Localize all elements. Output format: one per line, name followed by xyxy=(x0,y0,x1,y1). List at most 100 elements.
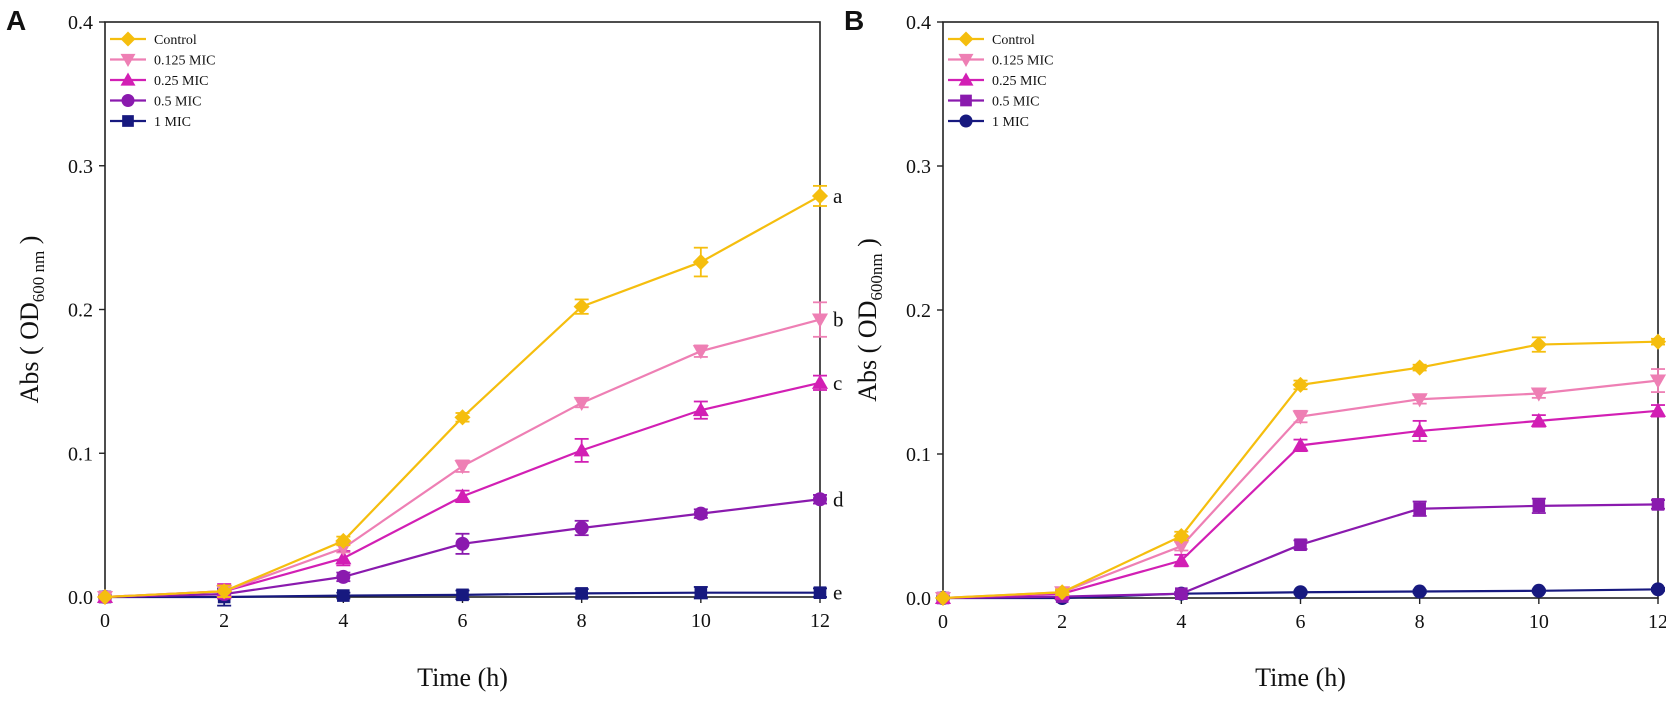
legend-label: 0.25 MIC xyxy=(992,74,1046,89)
legend-marker xyxy=(121,94,135,107)
x-tick-label: 2 xyxy=(219,610,229,632)
data-point xyxy=(454,488,471,503)
x-tick-label: 0 xyxy=(938,611,948,633)
series-0-25-mic: c xyxy=(934,402,1666,605)
data-point xyxy=(811,374,829,389)
data-point xyxy=(1649,333,1666,350)
data-point xyxy=(934,589,952,607)
data-point xyxy=(335,550,352,565)
data-point xyxy=(692,402,709,417)
data-point xyxy=(694,586,708,599)
plot-frame xyxy=(942,21,1659,599)
y-tick-label: 0.2 xyxy=(68,300,93,322)
data-point xyxy=(216,583,233,600)
data-point xyxy=(1649,374,1666,389)
legend: Control 0.125 MIC 0.25 MIC 0.5 MIC 1 MIC xyxy=(948,31,1053,130)
x-tick-label: 12 xyxy=(1648,611,1666,633)
data-point xyxy=(96,588,114,606)
legend-label: Control xyxy=(154,33,197,48)
data-point xyxy=(1292,376,1309,393)
data-point xyxy=(1411,359,1428,376)
y-tick-label: 0.0 xyxy=(68,587,93,609)
y-axis-title-suffix: ) xyxy=(15,236,44,251)
y-tick-label: 0.4 xyxy=(68,12,93,34)
y-axis-title-subscript: 600 nm xyxy=(29,251,48,302)
data-point xyxy=(692,345,709,360)
data-point xyxy=(1411,393,1428,408)
legend-marker xyxy=(960,94,972,107)
significance-label: c xyxy=(833,371,842,395)
data-point xyxy=(1530,412,1547,427)
legend-label: 1 MIC xyxy=(154,115,191,130)
series-control: a xyxy=(96,184,843,606)
legend-label: 0.125 MIC xyxy=(154,54,215,69)
series-0-125-mic: b xyxy=(934,368,1666,607)
x-tick-label: 2 xyxy=(1057,611,1067,633)
legend-marker xyxy=(120,53,136,67)
x-tick-label: 12 xyxy=(810,610,830,632)
data-point xyxy=(454,409,471,426)
y-tick-label: 0.4 xyxy=(906,12,931,34)
data-point xyxy=(454,460,471,475)
panel-letter: B xyxy=(844,5,864,36)
data-point xyxy=(1412,584,1427,599)
data-point xyxy=(811,187,829,204)
data-point xyxy=(813,586,827,599)
data-point xyxy=(1413,502,1426,516)
legend-label: 0.125 MIC xyxy=(992,54,1053,69)
x-tick-label: 0 xyxy=(100,610,110,632)
data-point xyxy=(1293,585,1308,600)
legend-label: 0.5 MIC xyxy=(154,95,201,110)
plot-frame xyxy=(104,21,821,598)
y-axis-title: Abs ( OD600 nm ) xyxy=(15,236,48,404)
series-line xyxy=(942,503,1659,600)
x-tick-label: 6 xyxy=(1296,611,1306,633)
data-point xyxy=(1531,583,1546,598)
legend-item: 0.5 MIC xyxy=(110,94,201,110)
series-0-125-mic: b xyxy=(96,301,844,606)
legend-item: 1 MIC xyxy=(110,115,191,130)
data-point xyxy=(573,442,590,457)
data-point xyxy=(1651,498,1665,511)
data-point xyxy=(692,254,709,271)
series-line xyxy=(104,318,821,599)
legend-marker xyxy=(958,31,974,47)
legend-marker xyxy=(122,115,134,127)
legend-item: 0.125 MIC xyxy=(110,54,215,69)
data-point xyxy=(1649,402,1666,417)
data-point xyxy=(1651,582,1665,597)
x-tick-label: 8 xyxy=(577,610,587,632)
x-tick-label: 6 xyxy=(458,610,468,632)
y-axis-title-subscript: 600nm xyxy=(867,253,886,300)
legend-item: 1 MIC xyxy=(948,114,1029,130)
data-point xyxy=(1530,387,1547,402)
y-tick-label: 0.3 xyxy=(906,156,931,178)
legend-item: 0.125 MIC xyxy=(948,54,1053,69)
chart-panel-a: A 0 2 4 6 8 10 12 0.0 0.1 0.2 0.3 0.4 Time (h) Abs ( O… xyxy=(6,5,844,692)
data-point xyxy=(573,396,590,411)
legend-label: 1 MIC xyxy=(992,115,1029,130)
x-tick-label: 10 xyxy=(691,610,711,632)
legend-item: 0.25 MIC xyxy=(110,72,208,89)
data-point xyxy=(1175,587,1188,600)
data-point xyxy=(336,569,351,584)
data-point xyxy=(1173,540,1190,555)
data-point xyxy=(337,589,350,602)
data-point xyxy=(1054,584,1071,601)
series-control: a xyxy=(934,333,1666,607)
y-tick-label: 0.0 xyxy=(906,588,931,610)
y-axis-title: Abs ( OD600nm ) xyxy=(853,238,886,402)
series-1-mic: e xyxy=(98,581,842,607)
series-0-5-mic: d xyxy=(98,487,844,604)
significance-label: b xyxy=(833,308,844,332)
legend-marker xyxy=(120,72,136,86)
data-point xyxy=(456,588,469,602)
data-point xyxy=(573,298,590,315)
data-point xyxy=(575,587,588,600)
data-point xyxy=(455,536,470,551)
data-point xyxy=(693,506,708,521)
significance-label: d xyxy=(833,487,844,511)
significance-label: e xyxy=(833,581,842,605)
data-point xyxy=(1530,336,1547,353)
